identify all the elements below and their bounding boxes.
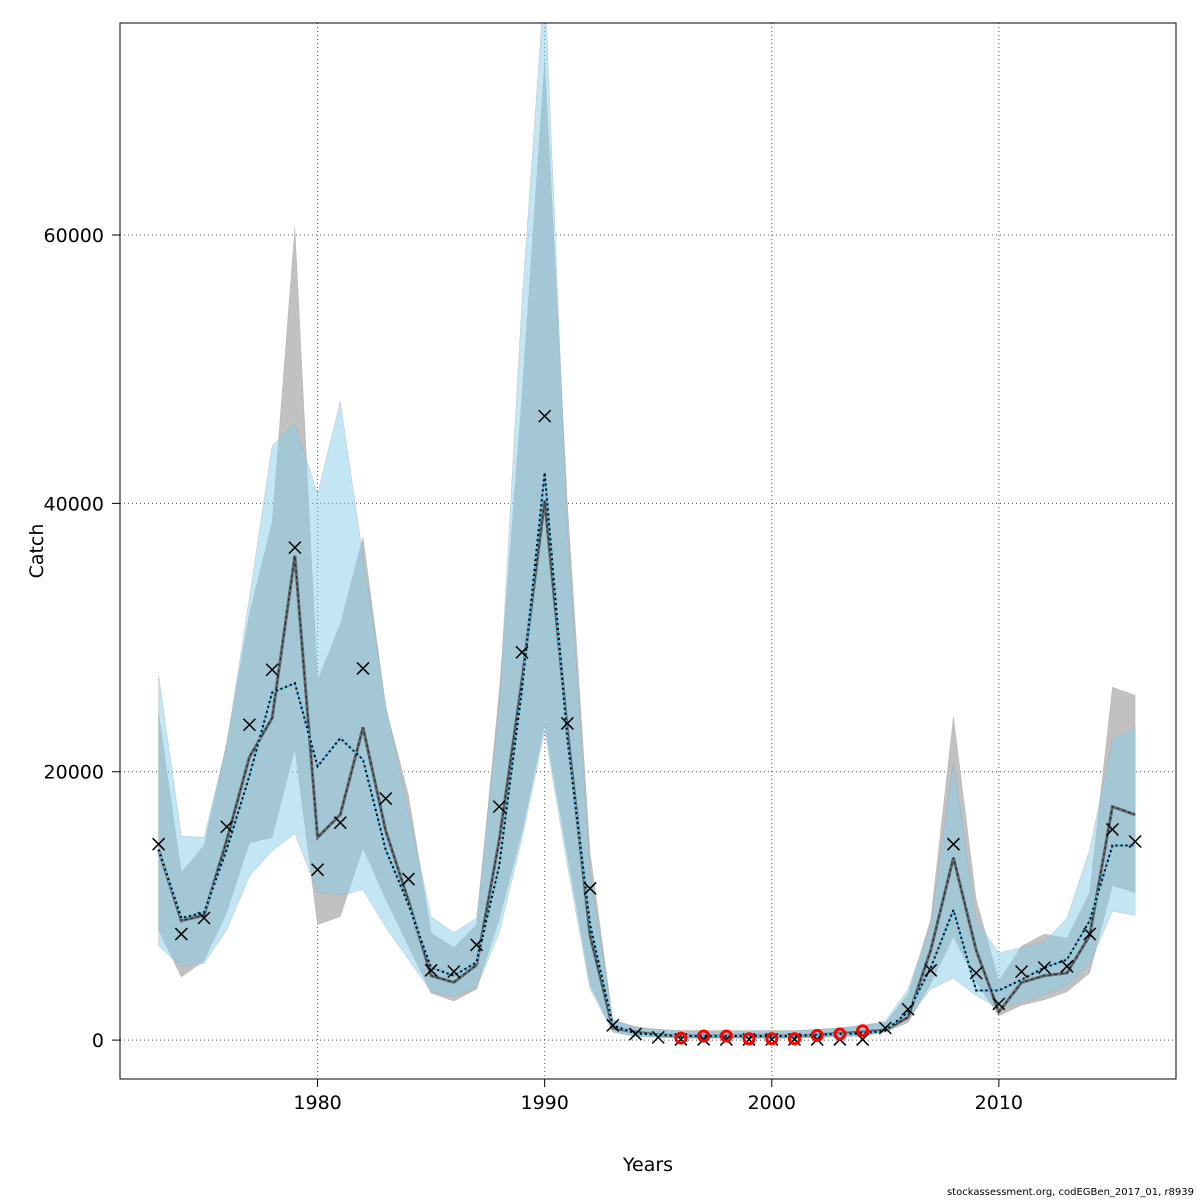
red-circle-point — [742, 1032, 756, 1046]
observed-point — [583, 881, 597, 895]
observed-point — [288, 541, 302, 555]
observed-point — [333, 816, 347, 830]
x-tick-label: 2000 — [748, 1092, 796, 1114]
observed-point — [560, 716, 574, 730]
observed-point — [878, 1021, 892, 1035]
y-axis-label: Catch — [26, 524, 48, 579]
observed-point — [924, 963, 938, 977]
plot-frame — [119, 22, 1177, 1080]
x-tick-label: 2010 — [975, 1092, 1023, 1114]
observed-point — [1037, 961, 1051, 975]
footer-credit: stockassessment.org, codEGBen_2017_01, r… — [946, 1187, 1194, 1198]
observed-point — [492, 800, 506, 814]
observed-point — [946, 837, 960, 851]
observed-point — [628, 1027, 643, 1041]
red-circle-point — [856, 1024, 870, 1038]
observed-point — [606, 1018, 620, 1032]
y-tick-label: 40000 — [44, 493, 104, 515]
observed-point — [311, 863, 325, 877]
red-circle-point — [810, 1028, 824, 1042]
observed-point — [265, 663, 279, 677]
red-circle-point — [833, 1027, 847, 1041]
observed-point — [901, 1002, 915, 1016]
observed-point — [379, 792, 393, 806]
observed-point — [1083, 927, 1097, 941]
observed-point — [242, 718, 256, 732]
observed-point — [174, 927, 188, 941]
x-tick-label: 1990 — [520, 1092, 568, 1114]
confidence-bands — [158, 23, 1136, 1039]
observed-point — [470, 938, 484, 952]
observed-point — [651, 1030, 665, 1044]
red-circle-point — [697, 1029, 711, 1043]
observed-point — [1128, 834, 1142, 849]
observed-point — [447, 965, 461, 979]
observed-point — [538, 409, 552, 423]
y-tick-label: 60000 — [44, 225, 104, 247]
observed-point — [220, 820, 234, 834]
red-circle-point — [719, 1029, 733, 1043]
y-tick-label: 20000 — [44, 762, 104, 784]
observed-point — [401, 872, 415, 886]
observed-point — [992, 997, 1006, 1011]
data-points — [152, 409, 1142, 1046]
observed-point — [1060, 959, 1074, 973]
observed-point — [969, 966, 983, 980]
x-tick-label: 1980 — [293, 1092, 341, 1114]
red-circle-point — [765, 1032, 779, 1046]
observed-point — [424, 963, 438, 977]
y-tick-label: 0 — [92, 1030, 104, 1052]
x-axis-label: Years — [622, 1154, 673, 1176]
observed-point — [197, 911, 211, 925]
observed-point — [356, 661, 370, 675]
axes: 1980 1990 2000 2010 0 20000 40000 60000 — [44, 225, 1023, 1114]
observed-point — [152, 837, 166, 851]
observed-point — [515, 645, 529, 659]
red-circle-point — [787, 1032, 801, 1046]
red-circle-point — [674, 1031, 688, 1045]
model-b-band — [158, 23, 1136, 1039]
observed-point — [1015, 965, 1029, 979]
observed-point — [1105, 822, 1119, 836]
